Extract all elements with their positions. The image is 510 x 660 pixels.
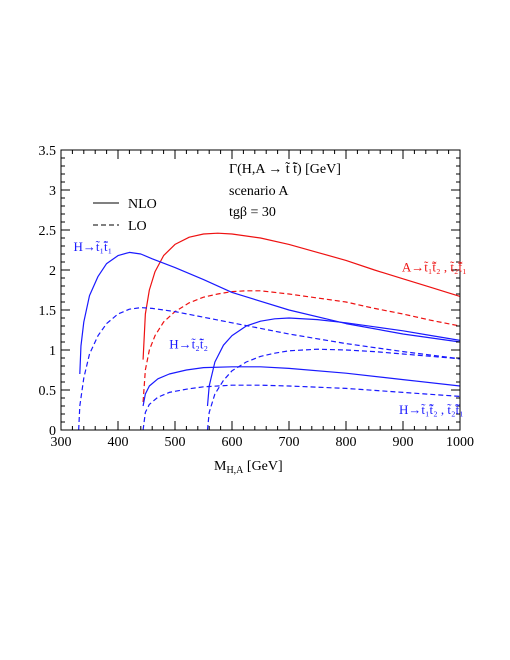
chart-subtitle-scenario: scenario A bbox=[229, 184, 289, 199]
series-line-4-nlo bbox=[206, 317, 461, 407]
y-tick-label: 3.5 bbox=[39, 144, 57, 159]
series-line-3-lo bbox=[78, 307, 461, 431]
series-line-7-lo bbox=[142, 384, 461, 431]
legend-nlo-label: NLO bbox=[128, 197, 157, 212]
y-tick-label: 3 bbox=[49, 184, 56, 199]
x-tick-label: 900 bbox=[393, 435, 414, 450]
series-line-1-lo bbox=[142, 290, 461, 403]
annotation-a-t1t2: A→t̃₁t̃̄₂ , t̃₂t̃̄₁ bbox=[402, 260, 467, 275]
x-axis-label: MH,A [GeV] bbox=[214, 459, 283, 476]
tick-marks-layer bbox=[60, 149, 461, 431]
y-tick-label: 0 bbox=[49, 424, 56, 439]
annotation-h-t2t2: H→t̃₂t̃̄₂ bbox=[169, 336, 208, 351]
series-line-2-nlo bbox=[79, 251, 461, 375]
series-line-5-lo bbox=[206, 348, 461, 431]
x-tick-label: 1000 bbox=[446, 435, 474, 450]
annotation-h-t1t1: H→t̃₁t̃̄₁ bbox=[74, 239, 113, 254]
y-tick-label: 0.5 bbox=[39, 384, 57, 399]
x-tick-label: 500 bbox=[165, 435, 186, 450]
x-tick-label: 300 bbox=[51, 435, 72, 450]
series-line-6-nlo bbox=[142, 366, 461, 407]
x-tick-label: 600 bbox=[222, 435, 243, 450]
x-tick-label: 800 bbox=[336, 435, 357, 450]
x-axis-label-unit: [GeV] bbox=[243, 459, 282, 474]
x-axis-label-subscript: H,A bbox=[226, 465, 244, 476]
legend-lo-label: LO bbox=[128, 219, 147, 234]
y-tick-label: 1 bbox=[49, 344, 56, 359]
series-line-0-nlo bbox=[142, 232, 461, 360]
y-tick-label: 1.5 bbox=[39, 304, 57, 319]
x-tick-label: 700 bbox=[279, 435, 300, 450]
y-tick-label: 2 bbox=[49, 264, 56, 279]
y-tick-label: 2.5 bbox=[39, 224, 57, 239]
tick-labels-layer: 300 400 500 600 700 800 900 1000 0 0.5 1 1.5 2 2.5 3 3.… bbox=[39, 144, 475, 450]
x-axis-label-main: M bbox=[214, 459, 227, 474]
annotation-h-t1t2: H→t̃₁t̃̄₂ , t̃₂t̃̄₁ bbox=[399, 402, 464, 417]
x-tick-label: 400 bbox=[108, 435, 129, 450]
plot-series-layer bbox=[78, 232, 461, 431]
chart-title: Γ(H,A → t̃ t̃̄) [GeV] bbox=[229, 162, 341, 177]
plot-frame bbox=[60, 149, 461, 431]
legend: NLO LO bbox=[93, 197, 157, 234]
chart-subtitle-tanbeta: tgβ = 30 bbox=[229, 205, 276, 220]
